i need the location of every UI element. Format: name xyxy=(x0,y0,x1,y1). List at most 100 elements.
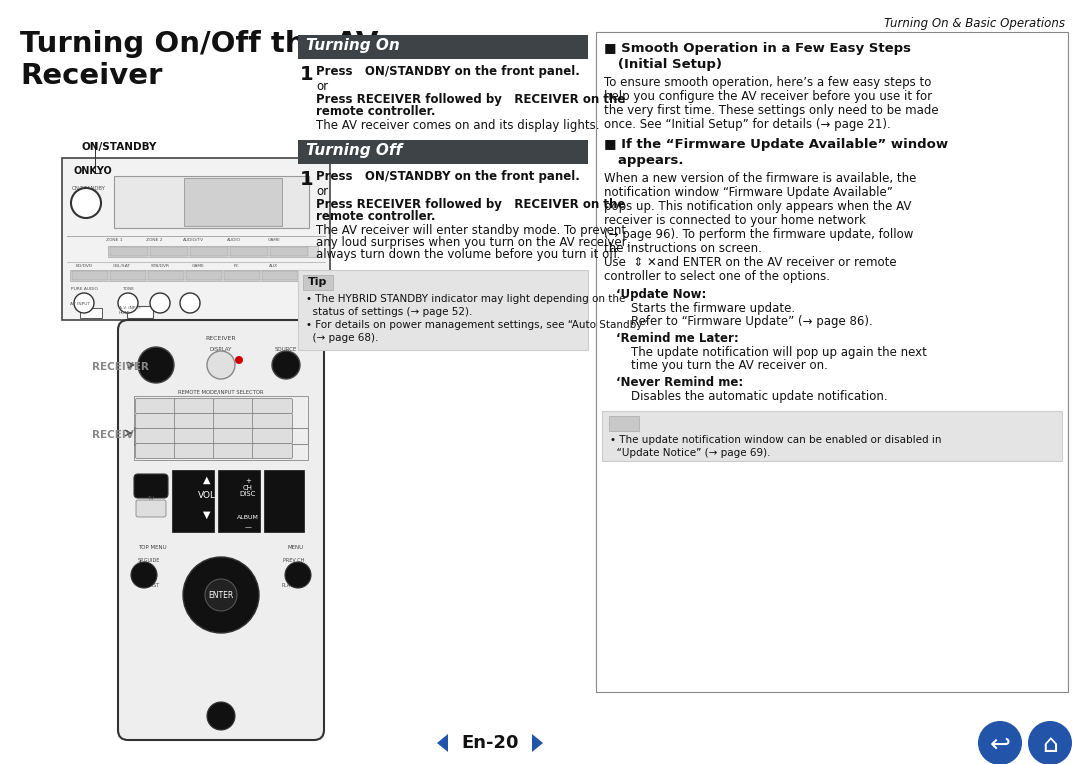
Text: USB: USB xyxy=(266,435,279,439)
Text: Turning Off: Turning Off xyxy=(306,143,402,158)
Text: (→ page 96). To perform the firmware update, follow: (→ page 96). To perform the firmware upd… xyxy=(604,228,914,241)
Text: controller to select one of the options.: controller to select one of the options. xyxy=(604,270,831,283)
Circle shape xyxy=(235,356,243,364)
Bar xyxy=(596,32,1068,692)
Text: ‘Update Now:: ‘Update Now: xyxy=(616,288,706,301)
Text: Turning On & Basic Operations: Turning On & Basic Operations xyxy=(885,17,1065,30)
Text: MENU: MENU xyxy=(288,545,303,550)
FancyBboxPatch shape xyxy=(175,443,215,458)
Text: PC: PC xyxy=(151,419,159,425)
Text: Turning On: Turning On xyxy=(306,38,400,53)
Text: The update notification will pop up again the next: The update notification will pop up agai… xyxy=(631,346,927,359)
Text: ■ Smooth Operation in a Few Easy Steps: ■ Smooth Operation in a Few Easy Steps xyxy=(604,42,912,55)
Text: ⌂: ⌂ xyxy=(1042,733,1058,757)
Bar xyxy=(114,176,309,228)
Bar xyxy=(127,306,153,318)
Bar xyxy=(172,470,214,532)
Bar xyxy=(134,428,308,444)
Text: receiver is connected to your home network: receiver is connected to your home netwo… xyxy=(604,214,866,227)
Circle shape xyxy=(272,351,300,379)
Text: To ensure smooth operation, here’s a few easy steps to: To ensure smooth operation, here’s a few… xyxy=(604,76,931,89)
Text: the instructions on screen.: the instructions on screen. xyxy=(604,242,761,255)
Text: ▲: ▲ xyxy=(203,475,211,485)
Text: A.V. INPUT
HDMI: A.V. INPUT HDMI xyxy=(119,306,141,315)
Circle shape xyxy=(138,347,174,383)
Bar xyxy=(134,428,308,444)
Text: TONE: TONE xyxy=(122,287,134,291)
Text: DISPLAY: DISPLAY xyxy=(210,347,232,352)
Text: ZONE 2: ZONE 2 xyxy=(146,238,162,242)
Text: The AV receiver comes on and its display lights.: The AV receiver comes on and its display… xyxy=(316,119,599,132)
Bar xyxy=(298,35,588,59)
Text: Press RECEIVER followed by   RECEIVER on the: Press RECEIVER followed by RECEIVER on t… xyxy=(316,198,625,211)
Circle shape xyxy=(978,721,1022,764)
FancyBboxPatch shape xyxy=(253,413,293,429)
Bar xyxy=(298,140,588,164)
Text: TUNER: TUNER xyxy=(222,419,244,425)
FancyBboxPatch shape xyxy=(253,399,293,413)
Polygon shape xyxy=(437,734,448,752)
FancyBboxPatch shape xyxy=(253,429,293,443)
Text: Disables the automatic update notification.: Disables the automatic update notificati… xyxy=(631,390,888,403)
Text: remote controller.: remote controller. xyxy=(316,210,435,223)
Text: TV: TV xyxy=(151,449,159,455)
Circle shape xyxy=(207,702,235,730)
Text: PC: PC xyxy=(233,264,239,268)
Text: the very first time. These settings only need to be made: the very first time. These settings only… xyxy=(604,104,939,117)
FancyBboxPatch shape xyxy=(214,443,254,458)
Circle shape xyxy=(285,562,311,588)
Bar xyxy=(150,247,188,256)
Text: BD/DVD: BD/DVD xyxy=(76,264,93,268)
FancyBboxPatch shape xyxy=(135,413,175,429)
Text: or: or xyxy=(316,185,328,198)
FancyBboxPatch shape xyxy=(214,399,254,413)
Text: RCVR: RCVR xyxy=(147,435,163,439)
Text: • The update notification window can be enabled or disabled in: • The update notification window can be … xyxy=(610,435,942,445)
Text: always turn down the volume before you turn it off.: always turn down the volume before you t… xyxy=(316,248,620,261)
Bar xyxy=(134,396,308,460)
Text: ONKYO: ONKYO xyxy=(75,166,112,176)
Text: or: or xyxy=(316,80,328,93)
Text: INPUT: INPUT xyxy=(140,506,161,512)
Text: AMP: AMP xyxy=(150,347,162,352)
Text: GAME: GAME xyxy=(268,238,281,242)
Text: AUDIO/TV: AUDIO/TV xyxy=(184,238,204,242)
Bar xyxy=(110,247,148,256)
Text: RECEIVER: RECEIVER xyxy=(205,336,237,341)
Text: AMP: AMP xyxy=(134,442,145,447)
Text: Press RECEIVER followed by   RECEIVER on the: Press RECEIVER followed by RECEIVER on t… xyxy=(316,93,625,106)
Text: STB/DVR: STB/DVR xyxy=(150,264,170,268)
Text: TV/CD: TV/CD xyxy=(262,419,282,425)
Bar xyxy=(70,270,318,281)
Bar xyxy=(303,275,333,290)
Text: ZONE3: ZONE3 xyxy=(222,449,244,455)
Bar xyxy=(134,428,308,444)
Text: (→ page 68).: (→ page 68). xyxy=(306,333,378,343)
Text: +
CH
DISC: + CH DISC xyxy=(240,478,256,497)
Text: SOURCE: SOURCE xyxy=(274,347,297,352)
Text: Refer to “Firmware Update” (→ page 86).: Refer to “Firmware Update” (→ page 86). xyxy=(631,315,873,328)
Text: Press   ON/STANDBY on the front panel.: Press ON/STANDBY on the front panel. xyxy=(316,170,580,183)
FancyBboxPatch shape xyxy=(136,500,166,517)
Text: En-20: En-20 xyxy=(461,734,518,752)
Text: Tip: Tip xyxy=(615,418,634,428)
Text: ↩: ↩ xyxy=(989,733,1011,757)
FancyBboxPatch shape xyxy=(134,474,168,498)
Text: RECEIVER: RECEIVER xyxy=(92,362,149,372)
Bar xyxy=(262,271,298,280)
Text: VOL: VOL xyxy=(198,491,216,500)
Text: PLAYLIST: PLAYLIST xyxy=(138,583,160,588)
Bar xyxy=(224,271,260,280)
Bar xyxy=(184,178,282,226)
Circle shape xyxy=(180,293,200,313)
Text: pops up. This notification only appears when the AV: pops up. This notification only appears … xyxy=(604,200,912,213)
Text: The AV receiver will enter standby mode. To prevent: The AV receiver will enter standby mode.… xyxy=(316,224,626,237)
FancyBboxPatch shape xyxy=(175,399,215,413)
Text: notification window “Firmware Update Available”: notification window “Firmware Update Ava… xyxy=(604,186,893,199)
FancyBboxPatch shape xyxy=(214,429,254,443)
FancyBboxPatch shape xyxy=(175,429,215,443)
Text: AUDIO: AUDIO xyxy=(227,238,241,242)
Text: MUTING: MUTING xyxy=(259,449,285,455)
FancyBboxPatch shape xyxy=(135,443,175,458)
Text: MODE: MODE xyxy=(134,427,149,432)
